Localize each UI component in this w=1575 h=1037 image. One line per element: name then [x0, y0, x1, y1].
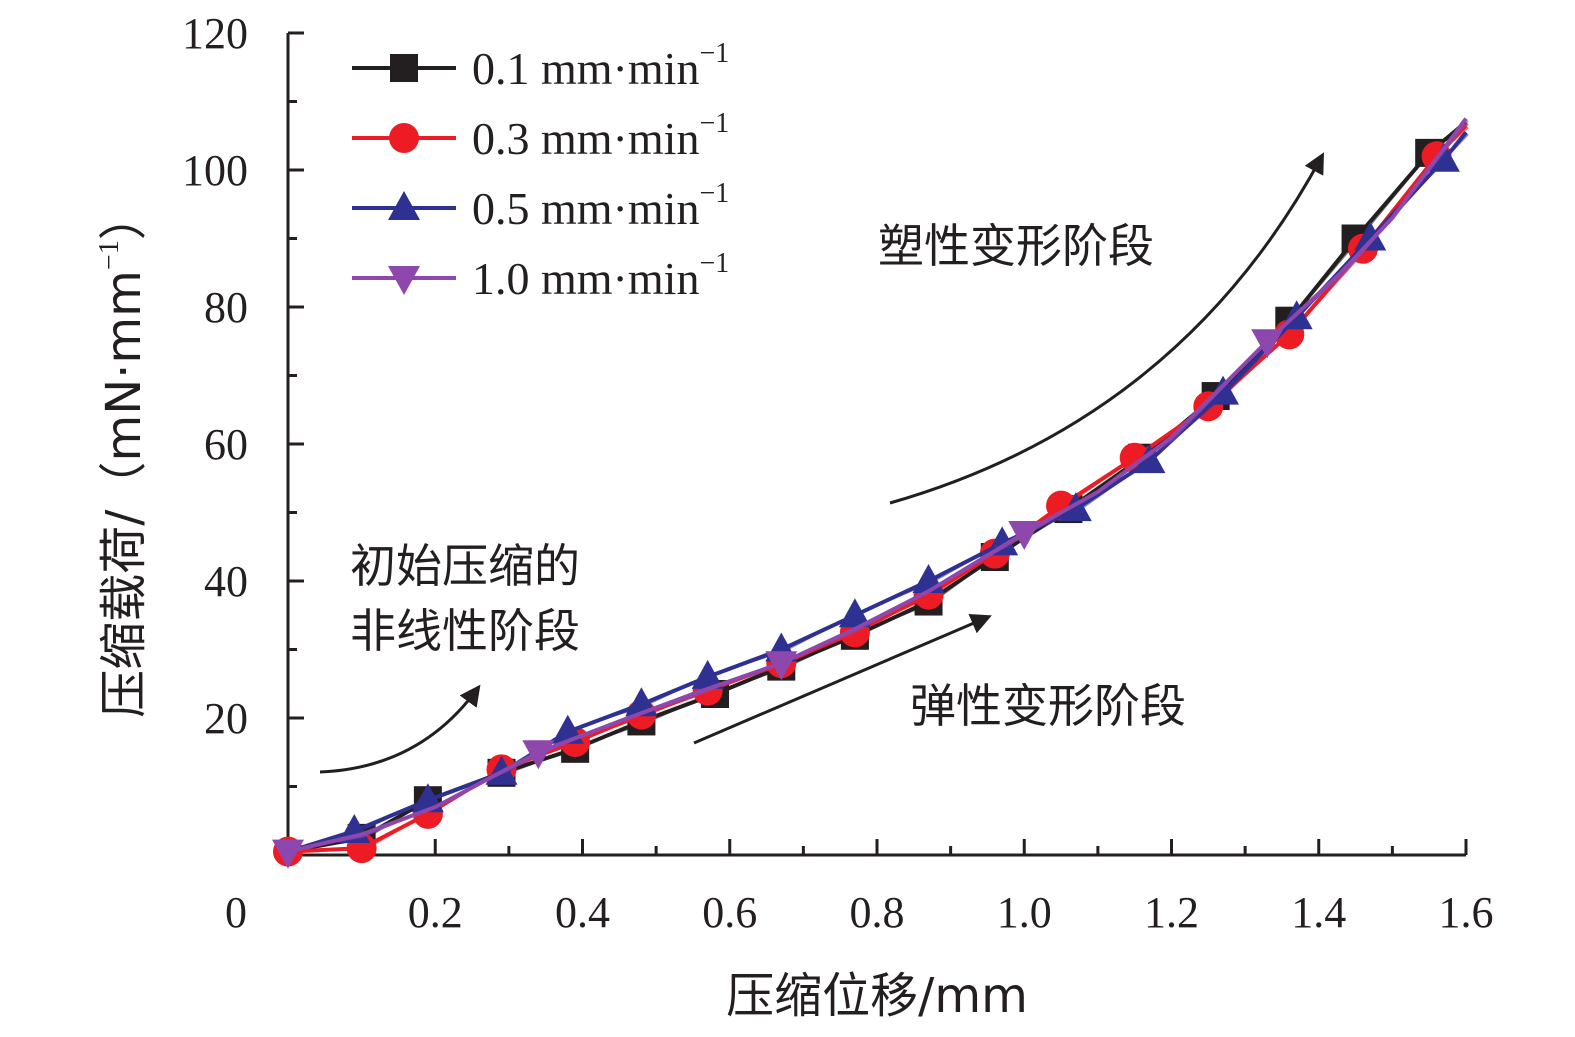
annotation-initial-line-2: 非线性阶段	[350, 604, 580, 658]
annotation-elastic: 弹性变形阶段	[910, 679, 1186, 733]
series-2-point-8	[838, 598, 871, 628]
x-tick-label-1.4: 1.4	[1291, 888, 1346, 937]
annotation-plastic: 塑性变形阶段	[878, 219, 1154, 273]
legend-label-2: 0.5 mm·min−1	[472, 178, 729, 234]
legend: 0.1 mm·min−1 0.3 mm·min−1 0.5 mm·min−1 1.0 …	[352, 38, 729, 304]
x-tick-label-0.8: 0.8	[850, 888, 905, 937]
svg-text:压缩载荷/（mN·mm−1）: 压缩载荷/（mN·mm−1）	[94, 192, 152, 717]
x-tick-label-1.0: 1.0	[997, 888, 1052, 937]
legend-label-1: 0.3 mm·min−1	[472, 108, 729, 164]
legend-marker-1	[389, 123, 419, 153]
legend-item-3: 1.0 mm·min−1	[352, 248, 729, 304]
x-tick-label-0.2: 0.2	[408, 888, 463, 937]
legend-label-3: 1.0 mm·min−1	[472, 248, 729, 304]
y-tick-label-80: 80	[204, 283, 248, 332]
y-axis-title: 压缩载荷/（mN·mm−1）	[94, 192, 152, 717]
series-3-point-12	[1251, 329, 1284, 359]
x-tick-label-0.4: 0.4	[555, 888, 610, 937]
legend-marker-3	[388, 266, 420, 295]
series-2-point-6	[691, 659, 724, 689]
ticks	[288, 31, 1468, 855]
series-line-1	[287, 124, 1468, 854]
arrow-plastic	[889, 152, 1324, 505]
series-2-point-15	[1354, 221, 1387, 251]
y-axis-title-close: ）	[96, 192, 152, 240]
y-tick-label-20: 20	[204, 694, 248, 743]
series-2-point-13	[1207, 375, 1240, 405]
arrow-elastic	[693, 613, 992, 745]
legend-marker-2	[388, 191, 420, 220]
legend-item-2: 0.5 mm·min−1	[352, 178, 729, 234]
series-2-point-11	[1059, 492, 1092, 522]
origin-label: 0	[225, 888, 247, 937]
x-axis-title: 压缩位移/mm	[726, 968, 1028, 1024]
arrow-initial	[319, 684, 481, 774]
series-3	[272, 117, 1469, 869]
series-layer	[272, 117, 1469, 869]
series-line-0	[287, 120, 1468, 854]
series-2-point-16	[1427, 142, 1460, 172]
series-1	[273, 124, 1469, 867]
y-tick-label-100: 100	[182, 146, 248, 195]
y-tick-label-40: 40	[204, 557, 248, 606]
legend-item-0: 0.1 mm·min−1	[352, 38, 729, 94]
y-tick-label-120: 120	[182, 9, 248, 58]
series-3-point-0	[272, 839, 304, 869]
series-line-3	[287, 117, 1468, 854]
y-axis-title-main: 压缩载荷/（mN·mm	[96, 270, 152, 718]
axes	[286, 33, 1466, 857]
series-2-point-12	[1133, 444, 1166, 474]
annotation-initial-line-1: 初始压缩的	[350, 539, 580, 593]
series-line-2	[287, 131, 1468, 854]
x-tick-label-1.6: 1.6	[1439, 888, 1494, 937]
series-line-shadow-3	[289, 119, 1469, 851]
x-tick-label-0.6: 0.6	[702, 888, 757, 937]
y-tick-label-60: 60	[204, 420, 248, 469]
series-3-point-3	[522, 740, 555, 770]
series-2-point-10	[986, 526, 1019, 556]
legend-label-0: 0.1 mm·min−1	[472, 38, 729, 94]
x-tick-label-1.2: 1.2	[1144, 888, 1199, 937]
legend-marker-0	[390, 54, 418, 82]
tick-labels: 0.2 0.4 0.6 0.8 1.0 1.2 1.4 1.6 20 40 60 80 100 120	[182, 9, 1494, 937]
y-axis-title-sup: −1	[94, 240, 125, 270]
annotations: 初始压缩的 非线性阶段 弹性变形阶段 塑性变形阶段	[319, 152, 1324, 774]
series-3-point-6	[765, 651, 798, 681]
legend-item-1: 0.3 mm·min−1	[352, 108, 729, 164]
series-3-point-9	[1008, 521, 1041, 551]
